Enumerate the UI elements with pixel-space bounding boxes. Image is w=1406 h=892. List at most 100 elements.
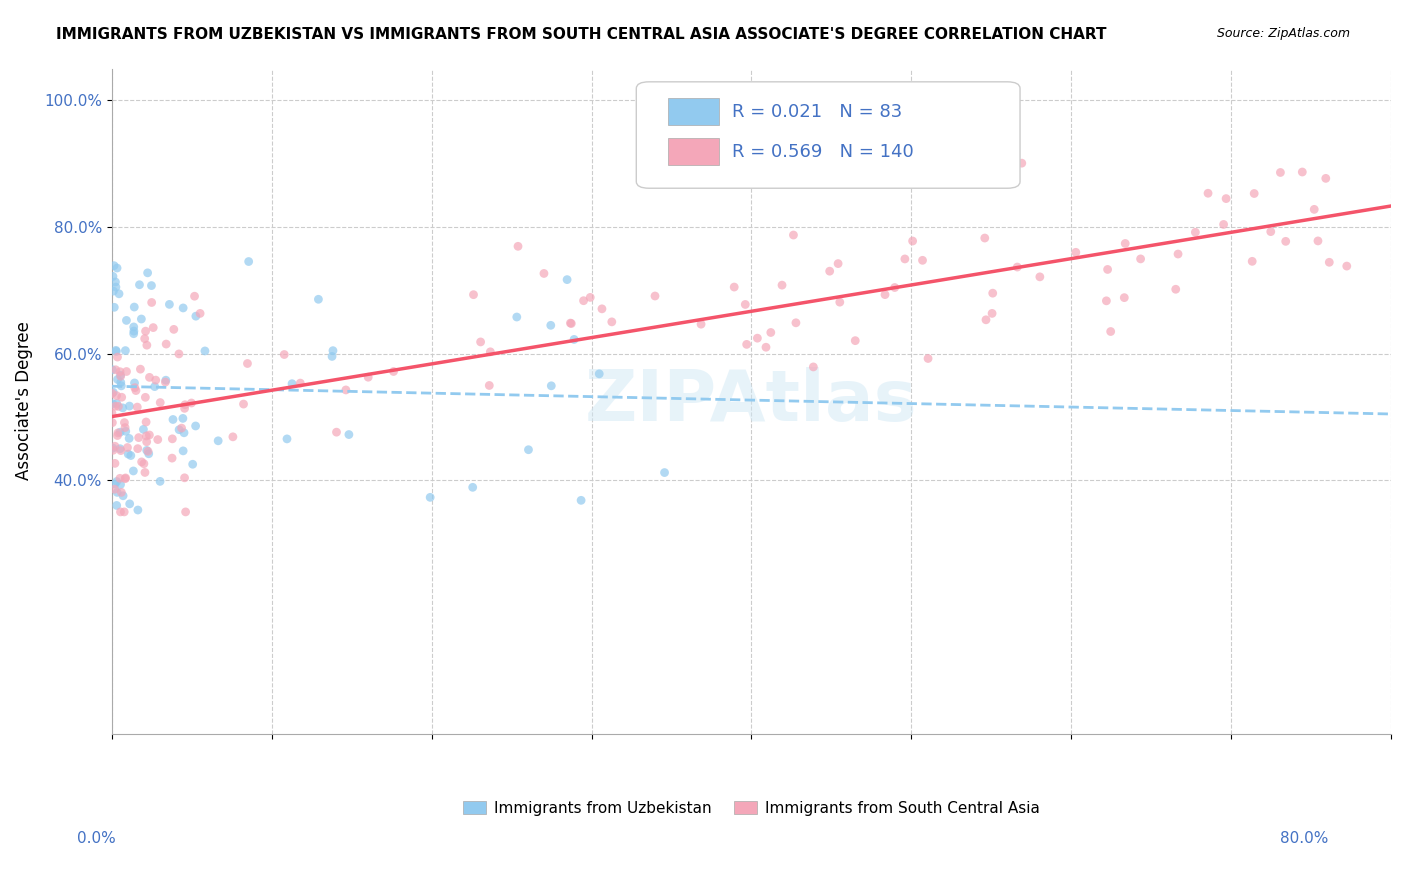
Point <box>160 451 183 466</box>
Point <box>236 357 259 371</box>
Point <box>136 266 159 280</box>
Point <box>981 306 1004 320</box>
Point <box>127 442 149 456</box>
Point <box>115 364 138 378</box>
Point <box>141 278 163 293</box>
Point <box>1029 269 1052 284</box>
Point <box>173 471 195 485</box>
Point <box>131 455 153 469</box>
Point <box>135 443 157 458</box>
Point <box>115 313 138 327</box>
Point <box>981 286 1004 301</box>
Point <box>108 425 131 440</box>
Point <box>1097 262 1119 277</box>
Point <box>134 466 156 480</box>
Point <box>118 399 141 413</box>
Point <box>112 416 135 430</box>
Point <box>1241 254 1264 268</box>
Point <box>110 379 132 393</box>
Point <box>463 287 485 301</box>
Point <box>105 260 128 275</box>
Point <box>844 334 866 348</box>
Point <box>104 399 127 413</box>
Point <box>770 278 793 293</box>
Point <box>588 367 610 381</box>
Point <box>103 301 125 315</box>
Point <box>174 505 197 519</box>
Point <box>101 443 124 458</box>
Point <box>1260 225 1282 239</box>
Point <box>114 420 136 434</box>
Point <box>162 412 184 426</box>
Point <box>1291 165 1313 179</box>
Point <box>1114 291 1136 305</box>
Point <box>132 457 155 471</box>
Point <box>1270 165 1292 179</box>
Text: Source: ZipAtlas.com: Source: ZipAtlas.com <box>1216 27 1350 40</box>
Point <box>555 272 578 286</box>
Point <box>105 389 128 403</box>
Point <box>533 267 555 281</box>
Point <box>104 280 127 294</box>
Point <box>104 439 127 453</box>
Point <box>321 350 343 364</box>
Point <box>337 427 360 442</box>
Point <box>419 491 441 505</box>
Point <box>135 434 157 449</box>
Text: ZIPAtlas: ZIPAtlas <box>585 367 918 435</box>
FancyBboxPatch shape <box>637 82 1019 188</box>
Point <box>276 432 298 446</box>
Point <box>560 316 582 330</box>
Point <box>759 326 782 340</box>
Point <box>827 257 849 271</box>
Point <box>184 419 207 434</box>
Point <box>149 395 172 409</box>
Point <box>572 293 595 308</box>
Text: 0.0%: 0.0% <box>77 831 117 846</box>
Point <box>335 383 357 397</box>
Point <box>128 431 150 445</box>
Legend: Immigrants from Uzbekistan, Immigrants from South Central Asia: Immigrants from Uzbekistan, Immigrants f… <box>457 795 1046 822</box>
Point <box>110 443 132 458</box>
Point <box>828 295 851 310</box>
Point <box>110 477 132 491</box>
Point <box>101 416 124 430</box>
Point <box>101 406 124 420</box>
Point <box>974 313 997 327</box>
Point <box>1303 202 1326 217</box>
Point <box>110 369 132 384</box>
Point <box>1317 255 1340 269</box>
Point <box>112 505 135 519</box>
Point <box>155 375 177 389</box>
Point <box>108 365 131 379</box>
Text: R = 0.569   N = 140: R = 0.569 N = 140 <box>733 143 914 161</box>
Point <box>141 295 163 310</box>
Point <box>1129 252 1152 266</box>
Point <box>181 457 204 471</box>
Point <box>114 343 136 358</box>
Point <box>690 317 713 331</box>
Point <box>1274 235 1296 249</box>
Point <box>118 431 141 445</box>
Point <box>107 400 129 414</box>
Point <box>132 422 155 436</box>
Point <box>131 312 153 326</box>
Point <box>122 326 145 341</box>
Point <box>357 370 380 384</box>
Point <box>111 390 134 404</box>
Point <box>506 239 529 253</box>
Point <box>157 297 180 311</box>
Point <box>1011 156 1033 170</box>
Point <box>579 290 602 304</box>
Point <box>540 318 562 333</box>
Point <box>108 286 131 301</box>
Point <box>143 379 166 393</box>
Point <box>138 428 160 442</box>
Point <box>101 362 124 376</box>
Point <box>111 401 134 415</box>
Point <box>1315 171 1337 186</box>
Point <box>142 320 165 334</box>
Point <box>973 231 995 245</box>
Point <box>125 384 148 398</box>
Point <box>118 497 141 511</box>
